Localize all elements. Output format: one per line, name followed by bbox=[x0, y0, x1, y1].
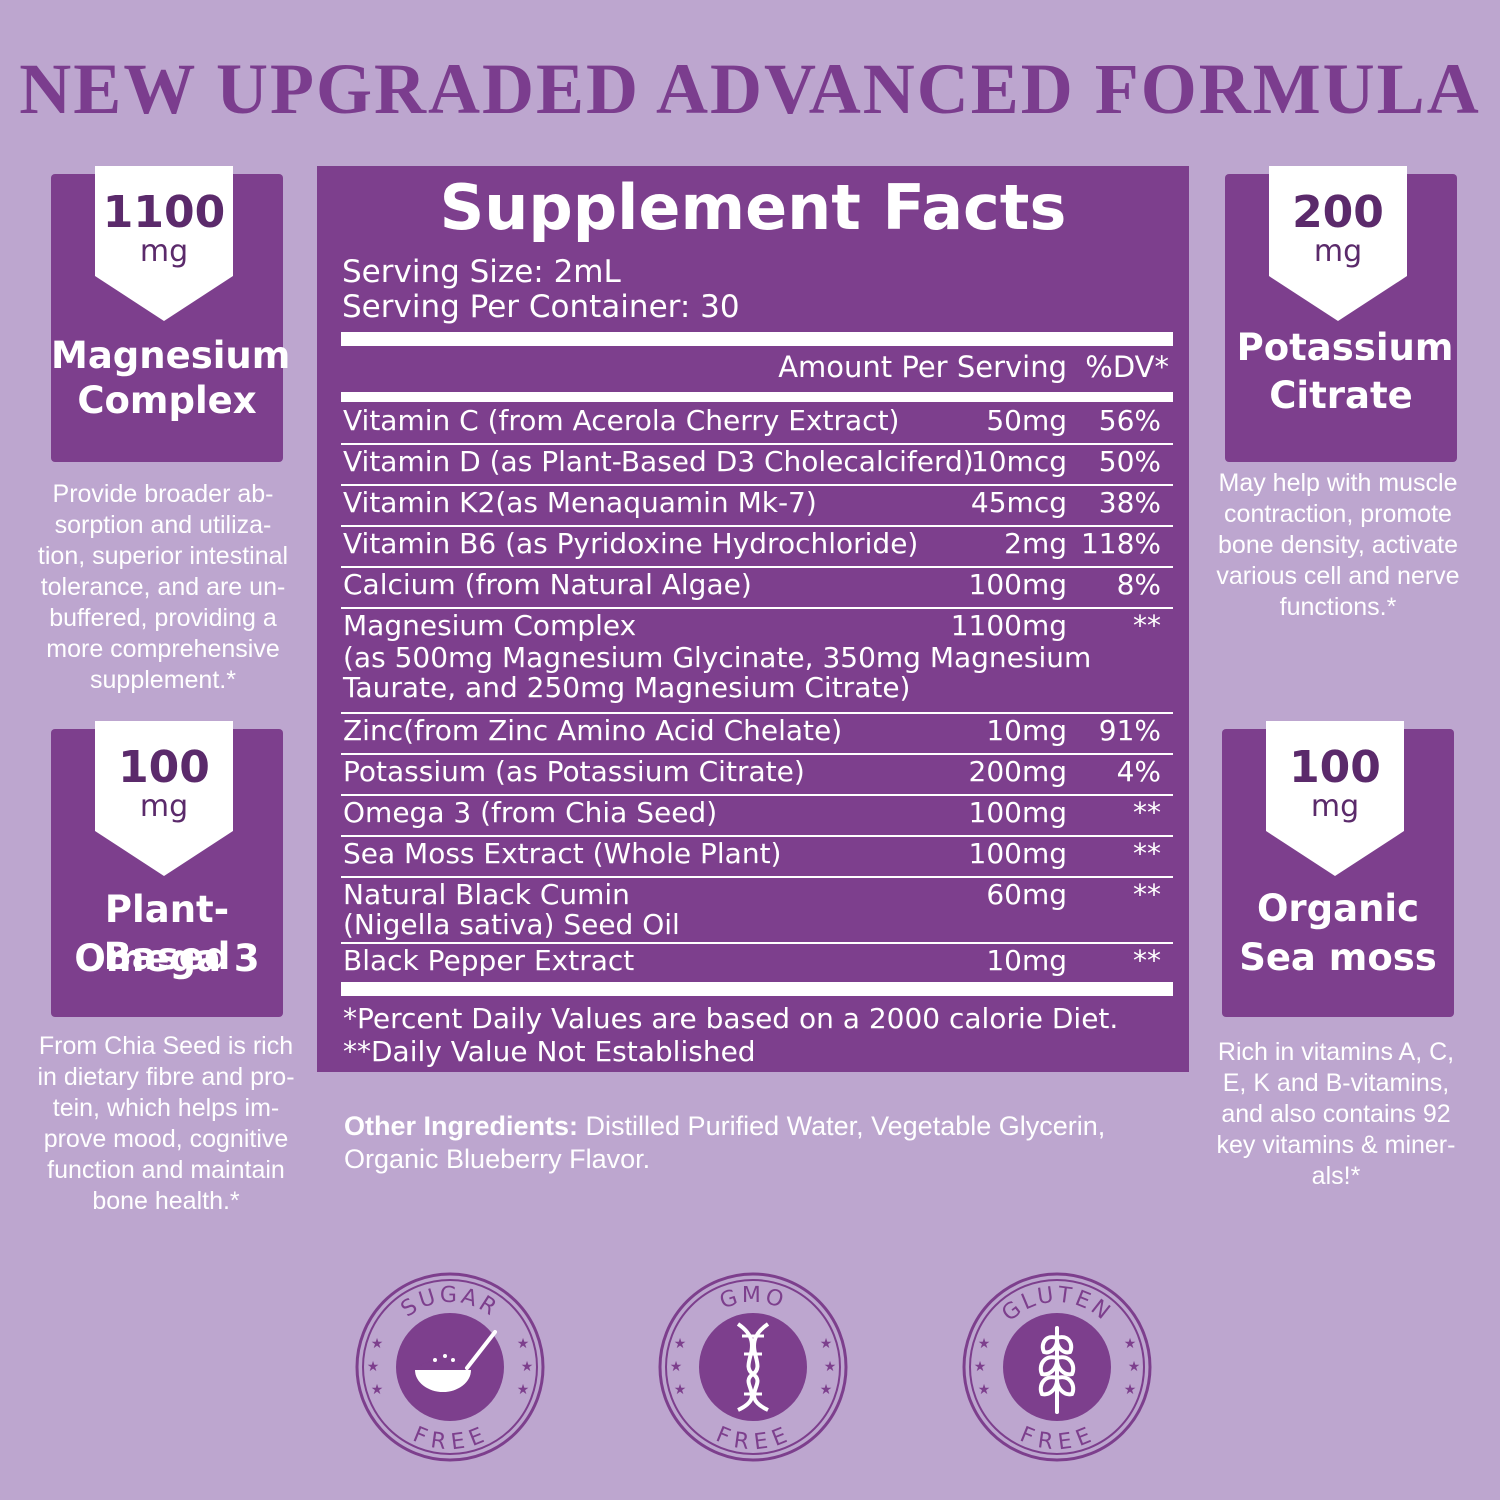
table-row: Black Pepper Extract 10mg ** bbox=[343, 944, 1161, 977]
thick-divider bbox=[341, 982, 1173, 996]
dose-unit: mg bbox=[1310, 789, 1360, 824]
dose-number: 100 bbox=[118, 742, 210, 793]
table-row: Vitamin D (as Plant-Based D3 Cholecalcif… bbox=[341, 445, 1173, 486]
svg-text:★: ★ bbox=[371, 1382, 384, 1398]
table-row: Magnesium Complex (as 500mg Magnesium Gl… bbox=[341, 609, 1173, 714]
dose-unit: mg bbox=[1313, 234, 1363, 269]
svg-text:★: ★ bbox=[974, 1359, 987, 1375]
headline: NEW UPGRADED ADVANCED FORMULA bbox=[19, 49, 1481, 129]
table-row: Omega 3 (from Chia Seed) 100mg ** bbox=[341, 796, 1173, 837]
svg-text:★: ★ bbox=[1128, 1359, 1141, 1375]
footnote-not-established: **Daily Value Not Established bbox=[343, 1035, 756, 1068]
svg-text:FREE: FREE bbox=[712, 1422, 793, 1455]
svg-text:★: ★ bbox=[517, 1336, 530, 1352]
footnote-dv: *Percent Daily Values are based on a 200… bbox=[343, 1002, 1119, 1035]
gmo-free-seal: GMO FREE ★ ★ ★ ★ ★ ★ bbox=[658, 1272, 848, 1462]
svg-text:★: ★ bbox=[674, 1382, 687, 1398]
svg-text:★: ★ bbox=[670, 1359, 683, 1375]
seal-top-text: GMO bbox=[717, 1283, 787, 1314]
facts-rows: Vitamin C (from Acerola Cherry Extract) 5… bbox=[341, 404, 1173, 982]
svg-text:FREE: FREE bbox=[409, 1422, 490, 1455]
svg-text:★: ★ bbox=[820, 1336, 833, 1352]
facts-title: Supplement Facts bbox=[439, 171, 1067, 244]
sugar-free-seal: SUGAR FREE ★★★ ★★★ bbox=[355, 1272, 545, 1462]
svg-text:★: ★ bbox=[1124, 1382, 1137, 1398]
seamoss-card: 100 mg Organic Sea moss bbox=[1222, 721, 1454, 1017]
svg-text:★: ★ bbox=[517, 1382, 530, 1398]
dose-number: 200 bbox=[1292, 187, 1384, 238]
seal-bottom-text: FREE bbox=[409, 1422, 487, 1455]
omega-dose-badge: 100 mg bbox=[95, 721, 233, 876]
magnesium-dose-badge: 1100 mg bbox=[95, 166, 233, 321]
dose-unit: mg bbox=[139, 789, 189, 824]
dose-unit: mg bbox=[139, 234, 189, 269]
table-row: Calcium (from Natural Algae) 100mg 8% bbox=[341, 568, 1173, 609]
card-title-line1: Magnesium bbox=[51, 334, 291, 377]
card-title-line2: Sea moss bbox=[1239, 936, 1437, 979]
seamoss-dose-badge: 100 mg bbox=[1266, 721, 1404, 876]
dv-header: %DV* bbox=[1085, 350, 1169, 384]
table-row: Vitamin B6 (as Pyridoxine Hydrochloride)… bbox=[341, 527, 1173, 568]
svg-text:★: ★ bbox=[820, 1382, 833, 1398]
other-ingredients-text: Distilled Purified Water, Vegetable Glyc… bbox=[578, 1111, 1106, 1141]
svg-text:★: ★ bbox=[1124, 1336, 1137, 1352]
supplement-facts-panel: Supplement Facts Serving Size: 2mL Servi… bbox=[317, 166, 1189, 1072]
serving-size: Serving Size: 2mL bbox=[342, 254, 621, 290]
wheat-icon bbox=[1038, 1326, 1076, 1414]
svg-text:★: ★ bbox=[824, 1359, 837, 1375]
dose-number: 100 bbox=[1289, 742, 1381, 793]
medium-divider bbox=[341, 392, 1173, 402]
card-title-line1: Organic bbox=[1256, 887, 1420, 930]
omega-description: From Chia Seed is rich in dietary fibre a… bbox=[37, 1032, 295, 1215]
potassium-card: 200 mg Potassium Citrate bbox=[1225, 166, 1457, 462]
magnesium-description: Provide broader ab-sorption and utiliza-… bbox=[37, 480, 289, 694]
potassium-dose-badge: 200 mg bbox=[1269, 166, 1407, 321]
table-row: Vitamin C (from Acerola Cherry Extract) 5… bbox=[341, 404, 1173, 445]
svg-text:★: ★ bbox=[978, 1336, 991, 1352]
svg-text:★: ★ bbox=[371, 1336, 384, 1352]
thick-divider bbox=[341, 332, 1173, 346]
magnesium-card: 1100 mg Magnesium Complex bbox=[51, 166, 291, 462]
seamoss-description: Rich in vitamins A, C, E, K and B-vitamin… bbox=[1216, 1038, 1456, 1190]
seal-bottom-text: FREE bbox=[1016, 1422, 1094, 1455]
amount-per-serving-header: Amount Per Serving bbox=[778, 350, 1067, 384]
card-title-line2: Complex bbox=[77, 379, 257, 422]
svg-text:★: ★ bbox=[521, 1359, 534, 1375]
gluten-free-seal: GLUTEN FREE ★★★ ★★★ bbox=[962, 1272, 1152, 1462]
other-ingredients-text-2: Organic Blueberry Flavor. bbox=[344, 1144, 651, 1174]
potassium-description: May help with muscle contraction, promote… bbox=[1216, 469, 1460, 621]
svg-text:GMO: GMO bbox=[717, 1283, 790, 1314]
omega-card: 100 mg Plant-Based Omega 3 bbox=[51, 721, 283, 1017]
amount-header-row: Amount Per Serving %DV* bbox=[341, 350, 1173, 388]
dose-number: 1100 bbox=[102, 187, 226, 238]
table-row: Zinc(from Zinc Amino Acid Chelate) 10mg 91… bbox=[341, 714, 1173, 755]
svg-text:★: ★ bbox=[674, 1336, 687, 1352]
seal-bottom-text: FREE bbox=[712, 1422, 790, 1455]
table-row: Sea Moss Extract (Whole Plant) 100mg ** bbox=[341, 837, 1173, 878]
svg-text:★: ★ bbox=[978, 1382, 991, 1398]
dna-icon bbox=[736, 1322, 770, 1412]
card-title-line2: Citrate bbox=[1269, 374, 1413, 417]
servings-per-container: Serving Per Container: 30 bbox=[342, 289, 740, 325]
other-ingredients-label: Other Ingredients: bbox=[344, 1111, 579, 1141]
table-row: Vitamin K2(as Menaquamin Mk-7) 45mcg 38% bbox=[341, 486, 1173, 527]
other-ingredients: Other Ingredients: Distilled Purified Wa… bbox=[344, 1110, 1194, 1176]
card-title-line1: Potassium bbox=[1236, 326, 1454, 369]
card-title-line2: Omega 3 bbox=[74, 937, 260, 980]
table-row: Potassium (as Potassium Citrate) 200mg 4% bbox=[341, 755, 1173, 796]
svg-text:★: ★ bbox=[367, 1359, 380, 1375]
spoon-sugar-icon bbox=[415, 1330, 497, 1392]
card-title-line1: Plant-Based bbox=[103, 888, 231, 978]
svg-text:FREE: FREE bbox=[1016, 1422, 1097, 1455]
table-row: Natural Black Cumin (Nigella sativa) See… bbox=[341, 878, 1173, 944]
